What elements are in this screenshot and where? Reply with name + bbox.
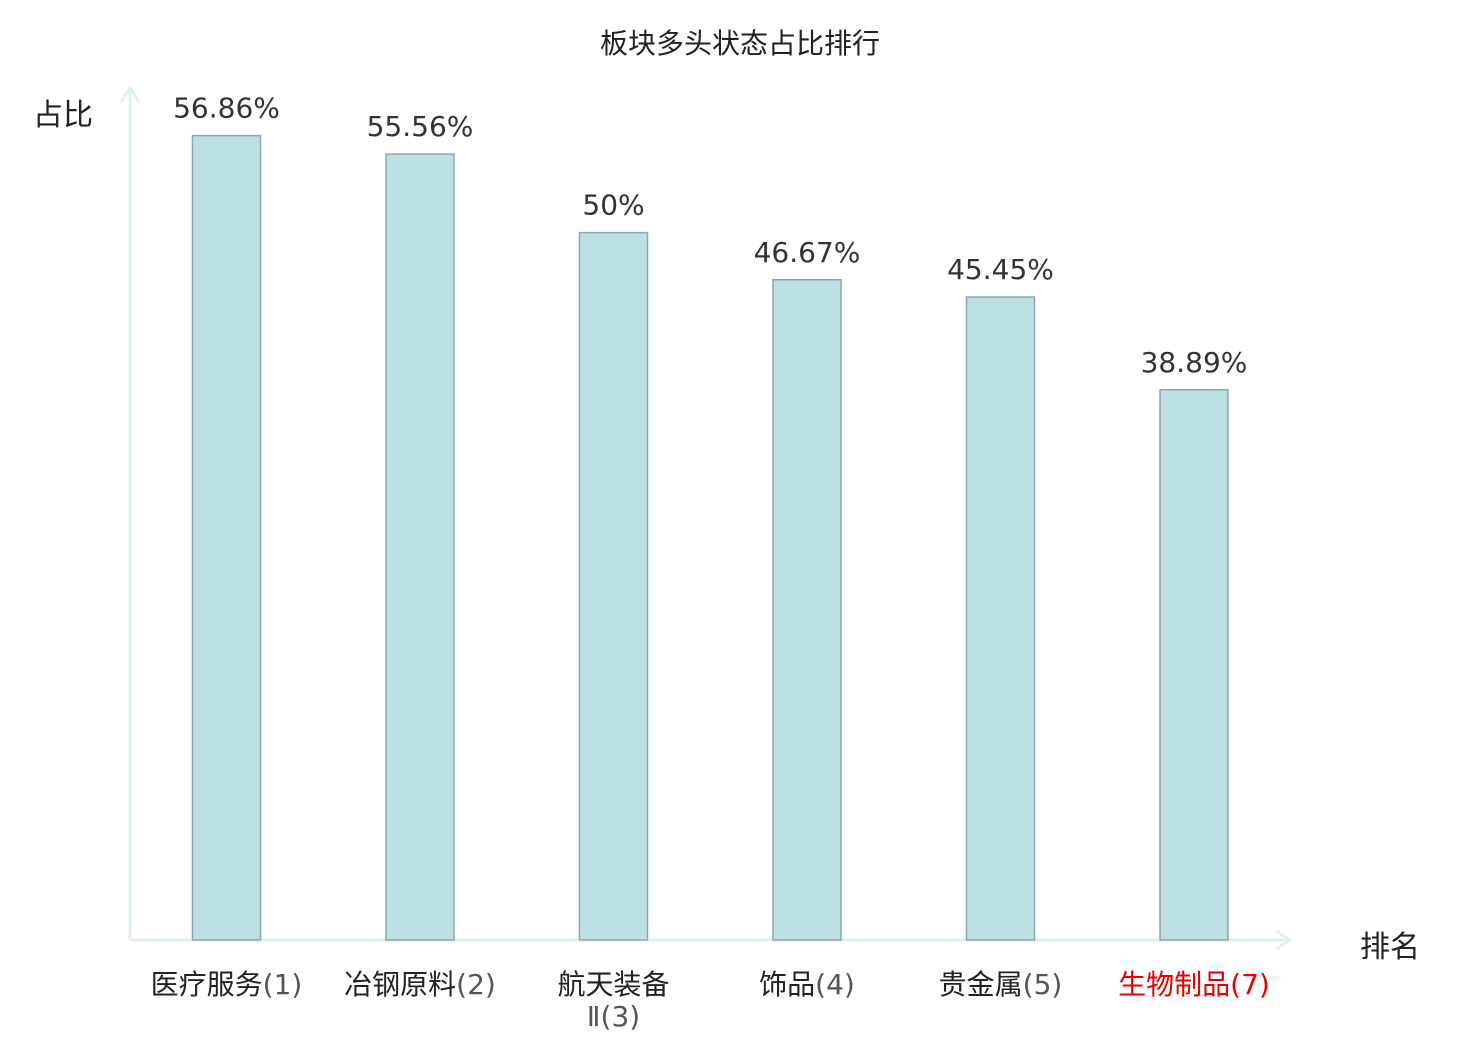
value-label: 46.67% xyxy=(754,236,861,269)
bar xyxy=(385,153,455,941)
category-label: 医疗服务(1) xyxy=(151,968,303,1001)
category-label-continued: Ⅱ(3) xyxy=(587,1000,640,1033)
y-axis-label: 占比 xyxy=(33,98,93,133)
category-name: 生物制品 xyxy=(1118,968,1230,1001)
category-name: 饰品 xyxy=(759,968,815,1001)
bar xyxy=(965,296,1036,941)
chart-axes xyxy=(119,85,1293,951)
value-label: 45.45% xyxy=(947,253,1054,286)
category-name: 医疗服务 xyxy=(151,968,263,1001)
category-rank: (1) xyxy=(263,968,303,1001)
bar-group xyxy=(191,134,1229,941)
x-axis-arrow xyxy=(1275,929,1293,951)
category-name: 冶钢原料 xyxy=(344,968,456,1001)
category-rank: (4) xyxy=(815,968,855,1001)
bar xyxy=(1159,389,1229,941)
chart-title: 板块多头状态占比排行 xyxy=(599,27,880,60)
bar xyxy=(191,134,262,941)
category-name: 贵金属 xyxy=(939,968,1023,1001)
category-rank: (5) xyxy=(1023,968,1063,1001)
x-axis-label: 排名 xyxy=(1360,930,1420,965)
category-rank: (7) xyxy=(1230,968,1270,1001)
value-label: 50% xyxy=(582,189,644,222)
category-label: 生物制品(7) xyxy=(1118,968,1270,1001)
bar xyxy=(772,279,842,941)
value-label: 38.89% xyxy=(1141,346,1248,379)
y-axis-arrow xyxy=(119,85,141,103)
category-label: 航天装备 xyxy=(557,968,669,1001)
value-label: 55.56% xyxy=(367,110,474,143)
value-label: 56.86% xyxy=(173,92,280,125)
category-label: 饰品(4) xyxy=(759,968,855,1001)
category-rank: (2) xyxy=(456,968,496,1001)
category-label: 冶钢原料(2) xyxy=(344,968,496,1001)
category-label: 贵金属(5) xyxy=(939,968,1063,1001)
bar xyxy=(578,231,649,941)
